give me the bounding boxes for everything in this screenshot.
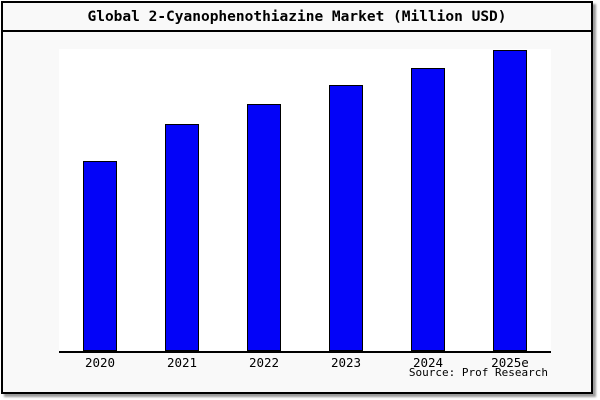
- x-tick-2023: 2023: [330, 355, 362, 370]
- plot-area: [59, 49, 551, 353]
- bar-2023: [329, 85, 363, 351]
- source-attribution: Source: Prof Research: [408, 366, 548, 379]
- bar-slot: [387, 49, 469, 351]
- bar-2022: [247, 104, 281, 351]
- bar-slot: [141, 49, 223, 351]
- bar-2024: [411, 68, 445, 351]
- chart-title-bar: Global 2-Cyanophenothiazine Market (Mill…: [3, 3, 591, 32]
- bar-slot: [305, 49, 387, 351]
- bar-slot: [223, 49, 305, 351]
- bar-slot: [59, 49, 141, 351]
- bar-slot: [469, 49, 551, 351]
- x-tick-2020: 2020: [84, 355, 116, 370]
- x-tick-2025e: 2025e: [491, 355, 529, 370]
- bars-row: [59, 49, 551, 351]
- bar-2020: [83, 161, 117, 351]
- x-tick-2021: 2021: [166, 355, 198, 370]
- bar-2021: [165, 124, 199, 351]
- x-axis-ticks: 2020 2021 2022 2023 2024 2025e: [59, 355, 551, 370]
- bar-2025e: [493, 50, 527, 351]
- chart-card: Global 2-Cyanophenothiazine Market (Mill…: [1, 1, 593, 394]
- chart-title: Global 2-Cyanophenothiazine Market (Mill…: [87, 8, 507, 25]
- x-tick-2022: 2022: [248, 355, 280, 370]
- x-tick-2024: 2024: [412, 355, 444, 370]
